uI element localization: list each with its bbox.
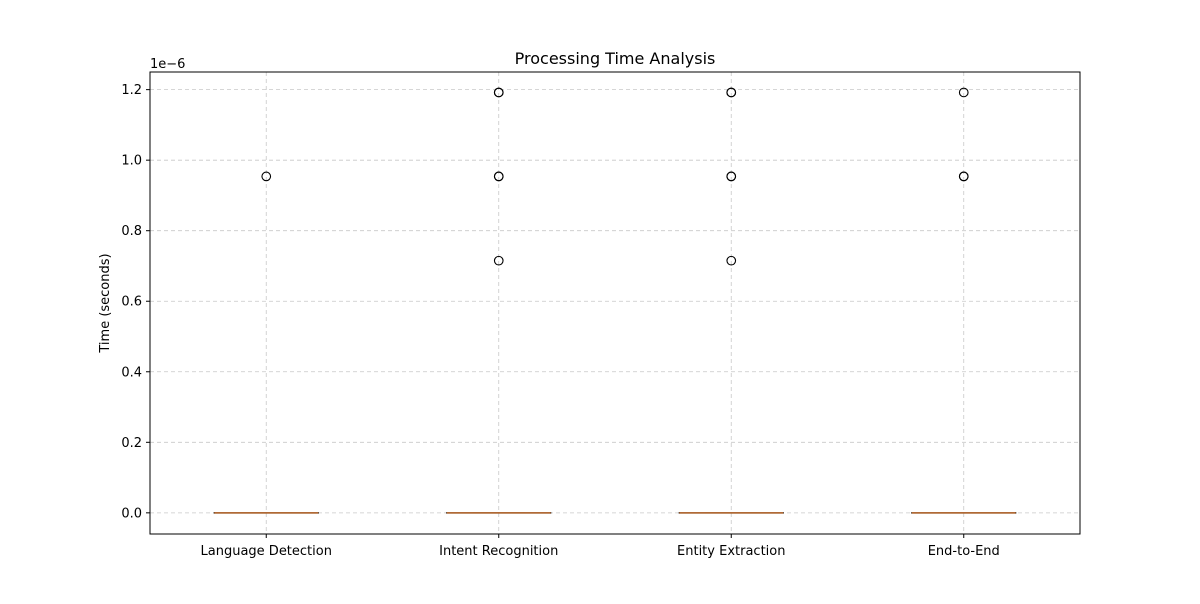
y-tick-label: 0.4 xyxy=(121,365,142,380)
x-tick-label: Language Detection xyxy=(201,544,332,559)
chart-title: Processing Time Analysis xyxy=(515,49,716,68)
y-tick-label: 0.2 xyxy=(121,436,142,451)
y-tick-label: 1.0 xyxy=(121,154,142,169)
grid-layer xyxy=(150,72,1080,534)
plot-area-frame xyxy=(149,71,1081,535)
y-tick-label: 0.6 xyxy=(121,295,142,310)
outlier-point xyxy=(493,87,504,98)
outlier-point xyxy=(493,171,504,182)
x-tick-label: Intent Recognition xyxy=(439,544,558,559)
outlier-point xyxy=(958,171,969,182)
outlier-point xyxy=(493,255,504,266)
outlier-point xyxy=(726,171,737,182)
outlier-point xyxy=(726,255,737,266)
y-tick-label: 0.0 xyxy=(121,506,142,521)
outlier-point xyxy=(958,87,969,98)
y-axis-offset-label: 1e−6 xyxy=(150,57,185,72)
x-tick-label: Entity Extraction xyxy=(677,544,785,559)
y-axis-label: Time (seconds) xyxy=(98,253,113,353)
y-tick-label: 0.8 xyxy=(121,224,142,239)
x-tick-label: End-to-End xyxy=(928,544,1000,559)
outlier-point xyxy=(261,171,272,182)
tick-layer: 0.0 0.2 0.4 0.6 0.8 1.0 1.2 Language Detection I… xyxy=(121,83,999,559)
flier-layer xyxy=(261,87,969,266)
y-tick-label: 1.2 xyxy=(121,83,142,98)
box-layer xyxy=(213,512,1017,514)
outlier-point xyxy=(726,87,737,98)
